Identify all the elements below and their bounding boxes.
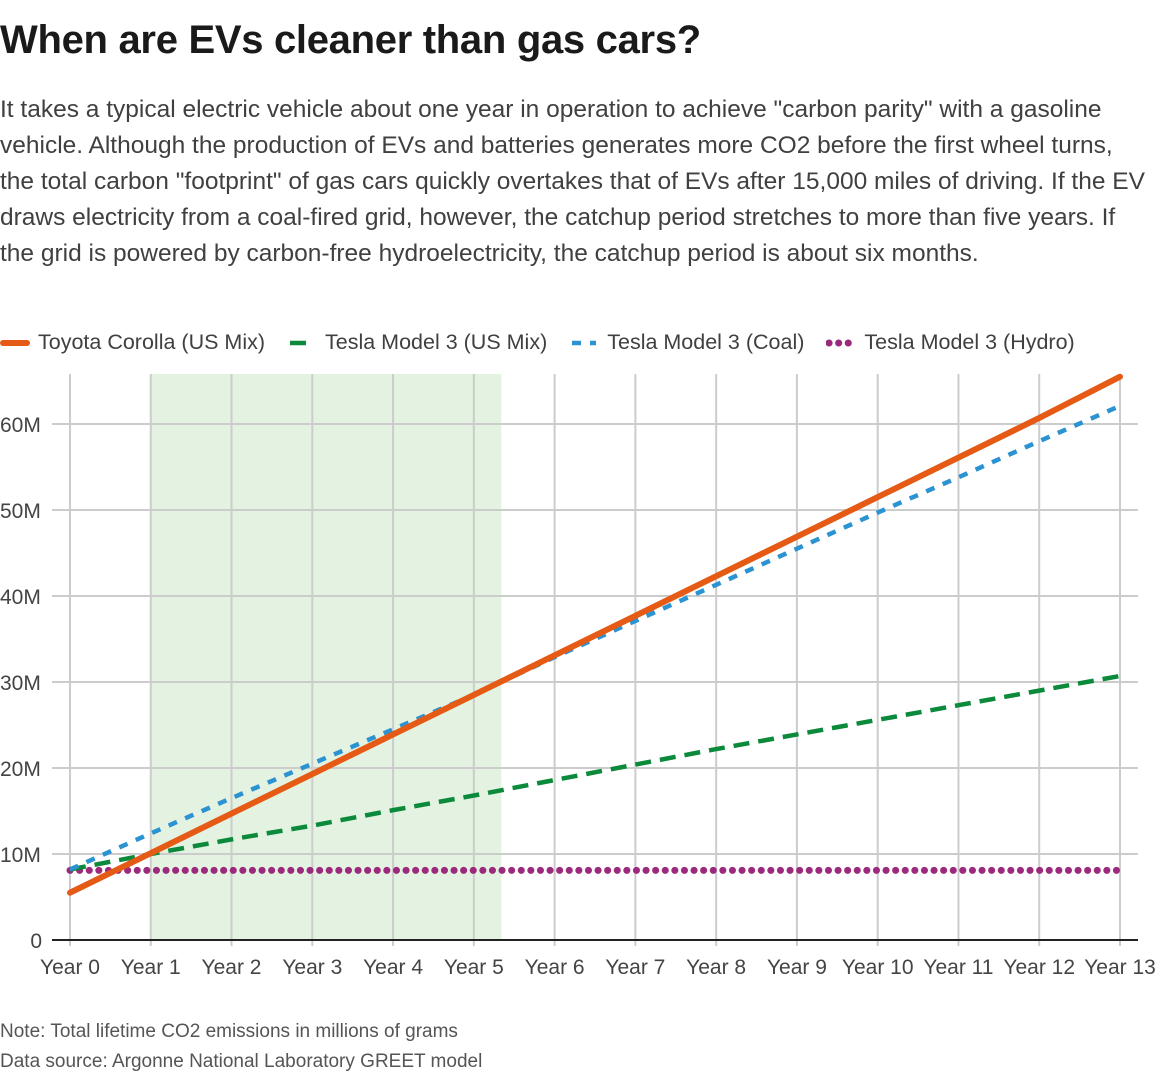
series-line-0 [67,373,1123,896]
x-tick-label: Year 4 [363,956,423,979]
y-tick-label: 0 [30,930,42,953]
legend-swatch [572,340,597,345]
x-tick-label: Year 10 [842,956,914,979]
chart-note: Note: Total lifetime CO2 emissions in mi… [0,1021,458,1042]
y-tick-label: 10M [0,844,41,867]
legend-item: Tesla Model 3 (US Mix) [287,330,547,355]
y-tick-label: 30M [0,672,41,695]
legend-swatch [0,339,30,346]
x-tick-label: Year 7 [605,956,665,979]
x-tick-label: Year 11 [923,956,993,979]
legend-label: Tesla Model 3 (Hydro) [864,330,1075,354]
x-tick-label: Year 0 [40,956,100,979]
x-tick-label: Year 13 [1084,956,1156,979]
chart-subtitle: It takes a typical electric vehicle abou… [0,96,1145,267]
x-tick-label: Year 3 [282,956,342,979]
line-chart: Year 0 Year 1 Year 2 Year 3 Year 4 Year 5 Year… [0,373,1156,979]
x-tick-label: Year 12 [1003,956,1075,979]
y-tick-label: 50M [0,500,41,523]
x-tick-label: Year 8 [686,956,746,979]
legend-swatch [826,339,857,346]
y-tick-label: 60M [0,414,41,437]
y-tick-label: 40M [0,586,41,609]
series-line-1 [69,673,1121,872]
legend-label: Toyota Corolla (US Mix) [38,330,265,354]
x-tick-label: Year 9 [767,956,827,979]
shaded-region [150,374,502,940]
x-tick-label: Year 6 [525,956,585,979]
legend-item: Tesla Model 3 (Coal) [569,330,804,355]
legend-label: Tesla Model 3 (Coal) [607,330,805,354]
legend-item: Tesla Model 3 (Hydro) [826,330,1075,355]
legend-swatch [290,340,314,345]
chart-source: Data source: Argonne National Laboratory… [0,1051,483,1072]
x-tick-label: Year 2 [202,956,262,979]
x-tick-label: Year 1 [121,956,181,979]
legend-label: Tesla Model 3 (US Mix) [325,330,548,354]
x-tick-label: Year 5 [444,956,504,979]
series-line-2 [69,403,1121,872]
y-tick-label: 20M [0,758,41,781]
legend-item: Toyota Corolla (US Mix) [0,330,265,355]
chart-title: When are EVs cleaner than gas cars? [0,18,701,62]
legend: Toyota Corolla (US Mix) Tesla Model 3 (US… [0,330,1097,355]
